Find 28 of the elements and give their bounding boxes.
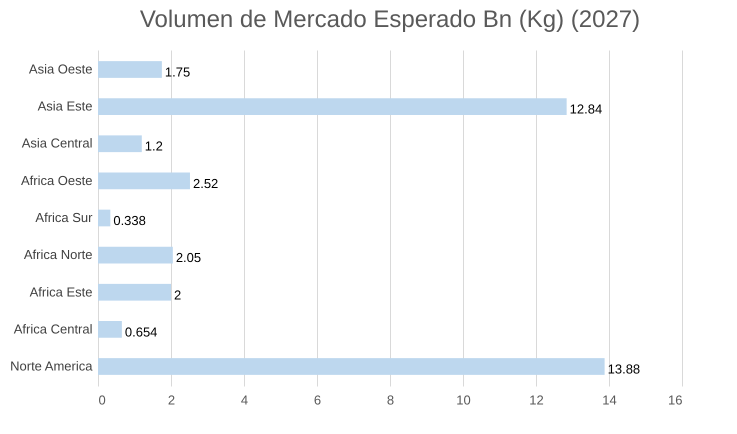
data-label: 13.88 — [608, 362, 640, 377]
y-tick-label: Africa Oeste — [20, 172, 92, 188]
data-label: 0.654 — [124, 324, 158, 340]
x-tick-label: 10 — [456, 392, 471, 408]
y-tick-label: Africa Este — [30, 284, 92, 300]
y-tick-label: Africa Norte — [24, 247, 92, 262]
data-label: 1.75 — [164, 64, 190, 80]
x-tick-label: 12 — [529, 392, 544, 408]
x-tick-label: 4 — [240, 392, 248, 408]
x-tick-label: 2 — [168, 392, 176, 408]
data-label: 2 — [174, 287, 182, 302]
chart-title: Volumen de Mercado Esperado Bn (Kg) (2027) — [140, 6, 640, 33]
y-tick-label: Norte America — [10, 358, 94, 374]
data-label: 2.52 — [192, 176, 218, 191]
data-label: 0.338 — [113, 213, 146, 228]
y-tick-label: Africa Central — [14, 321, 93, 336]
x-tick-label: 14 — [602, 392, 617, 408]
data-label: 12.84 — [570, 102, 602, 117]
y-tick-label: Asia Central — [22, 136, 93, 151]
data-label: 1.2 — [144, 138, 163, 154]
data-label: 2.05 — [176, 250, 202, 266]
x-tick-label: 0 — [98, 392, 106, 408]
y-tick-label: Asia Oeste — [28, 61, 92, 76]
y-tick-label: Africa Sur — [35, 210, 94, 225]
x-tick-label: 8 — [386, 392, 394, 408]
y-tick-label: Asia Este — [38, 98, 92, 114]
x-tick-label: 16 — [668, 392, 682, 408]
x-tick-label: 6 — [314, 392, 322, 408]
